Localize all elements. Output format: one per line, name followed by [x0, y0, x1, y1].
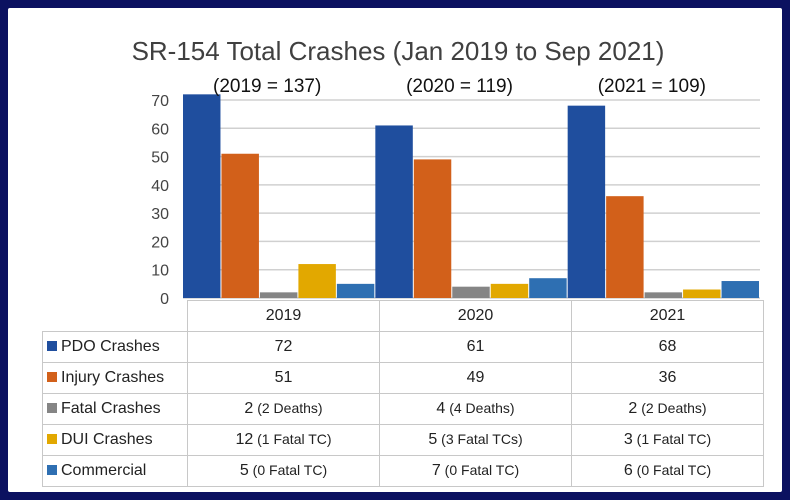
bar-fatal-crashes-2019 [259, 292, 298, 298]
bar-commercial-2019 [336, 283, 375, 298]
series-name: Fatal Crashes [61, 399, 161, 417]
legend-label: Fatal Crashes [42, 392, 188, 425]
chart-panel: SR-154 Total Crashes (Jan 2019 to Sep 20… [8, 8, 782, 492]
series-name: Commercial [61, 461, 147, 479]
bar-commercial-2020 [529, 278, 567, 298]
table-cell: 72 [187, 330, 380, 363]
table-cell: 49 [379, 361, 572, 394]
table-cell: 3 (1 Fatal TC) [571, 423, 764, 456]
table-cell: 61 [379, 330, 572, 363]
table-row: Commercial 5 (0 Fatal TC) 7 (0 Fatal TC) 6 … [42, 454, 764, 487]
bar-fatal-crashes-2020 [452, 286, 490, 298]
table-cell: 12 (1 Fatal TC) [187, 423, 380, 456]
legend-label: Injury Crashes [42, 361, 188, 394]
table-cell: 6 (0 Fatal TC) [571, 454, 764, 487]
table-row: PDO Crashes 72 61 68 [42, 330, 764, 363]
table-cell: 36 [571, 361, 764, 394]
year-total-annotation: (2021 = 109) [598, 76, 706, 97]
bar-pdo-crashes-2019 [183, 94, 221, 298]
chart-title: SR-154 Total Crashes (Jan 2019 to Sep 20… [132, 36, 665, 66]
table-row: Fatal Crashes 2 (2 Deaths) 4 (4 Deaths) 2 (… [42, 392, 764, 425]
bar-pdo-crashes-2020 [375, 125, 413, 298]
y-tick-label: 0 [160, 291, 169, 308]
data-table: 2019 2020 2021 PDO Crashes 72 61 68 Injury Cras… [42, 300, 764, 487]
legend-swatch-icon [47, 402, 57, 413]
table-cell: 7 (0 Fatal TC) [379, 454, 572, 487]
category-header: 2019 [187, 300, 380, 332]
legend-swatch-icon [47, 464, 57, 475]
y-tick-label: 60 [151, 121, 169, 138]
table-cell: 5 (0 Fatal TC) [187, 454, 380, 487]
bar-injury-crashes-2019 [221, 153, 259, 298]
bar-dui-crashes-2021 [683, 289, 721, 298]
category-header: 2021 [571, 300, 764, 332]
y-tick-label: 50 [151, 150, 169, 167]
table-corner [42, 300, 188, 331]
bar-injury-crashes-2021 [606, 196, 644, 298]
bar-injury-crashes-2020 [413, 159, 452, 298]
legend-label: PDO Crashes [42, 330, 188, 363]
table-row: Injury Crashes 51 49 36 [42, 361, 764, 394]
series-name: DUI Crashes [61, 430, 153, 448]
year-total-annotation: (2020 = 119) [406, 76, 513, 97]
category-header: 2020 [379, 300, 572, 332]
table-cell: 2 (2 Deaths) [187, 392, 380, 425]
bar-pdo-crashes-2021 [567, 105, 606, 299]
bar-dui-crashes-2019 [298, 264, 336, 298]
bar-chart: SR-154 Total Crashes (Jan 2019 to Sep 20… [132, 36, 760, 308]
legend-swatch-icon [47, 433, 57, 444]
table-cell: 5 (3 Fatal TCs) [379, 423, 572, 456]
table-cell: 2 (2 Deaths) [571, 392, 764, 425]
table-cell: 68 [571, 330, 764, 363]
table-row: DUI Crashes 12 (1 Fatal TC) 5 (3 Fatal TCs… [42, 423, 764, 456]
y-tick-label: 10 [151, 263, 169, 280]
table-cell: 51 [187, 361, 380, 394]
bar-dui-crashes-2020 [490, 283, 529, 298]
table-cell: 4 (4 Deaths) [379, 392, 572, 425]
legend-swatch-icon [47, 340, 57, 351]
bar-commercial-2021 [721, 281, 759, 298]
bar-fatal-crashes-2021 [644, 292, 683, 298]
y-tick-label: 20 [151, 234, 169, 251]
y-tick-label: 70 [151, 93, 169, 110]
legend-label: DUI Crashes [42, 423, 188, 456]
year-total-annotation: (2019 = 137) [213, 76, 321, 97]
legend-swatch-icon [47, 371, 57, 382]
legend-label: Commercial [42, 454, 188, 487]
series-name: PDO Crashes [61, 337, 160, 355]
y-tick-label: 40 [151, 178, 169, 195]
series-name: Injury Crashes [61, 368, 165, 386]
y-tick-label: 30 [151, 206, 169, 223]
